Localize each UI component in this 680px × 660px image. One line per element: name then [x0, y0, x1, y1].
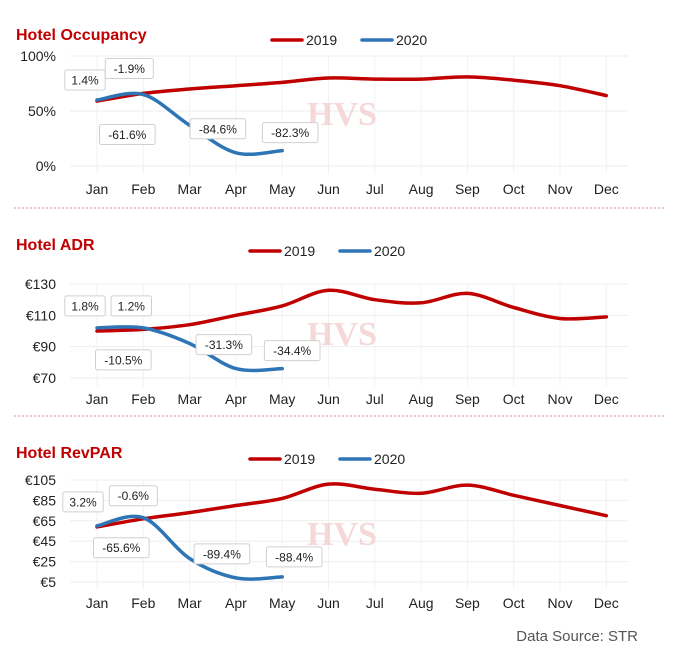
x-tick-label: Jan — [86, 391, 109, 407]
x-tick-label: May — [269, 181, 295, 197]
annotation-label: -10.5% — [104, 353, 142, 367]
x-tick-label: Jan — [86, 595, 109, 611]
y-tick-label: €85 — [33, 492, 57, 508]
series-line-2020 — [95, 325, 284, 373]
series-line-2019 — [95, 75, 609, 103]
x-tick-label: Dec — [594, 181, 619, 197]
legend-label-2019: 2019 — [284, 451, 315, 467]
series-line-2019 — [95, 288, 609, 333]
x-tick-label: Aug — [409, 595, 434, 611]
annotation-box — [193, 543, 251, 565]
data-source-note: Data Source: STR — [516, 628, 638, 645]
annotation-label: 1.4% — [71, 74, 99, 88]
y-tick-label: €110 — [26, 307, 56, 323]
y-tick-label: €90 — [33, 339, 57, 355]
annotation-label: -84.6% — [199, 122, 237, 136]
annotation-label: -82.3% — [271, 126, 309, 140]
annotation-label: -0.6% — [118, 489, 150, 503]
y-tick-label: €105 — [25, 472, 56, 488]
annotation-label: -34.4% — [273, 344, 311, 358]
annotation-label: 1.8% — [71, 299, 99, 313]
x-tick-label: Feb — [131, 595, 155, 611]
y-tick-label: €25 — [33, 554, 57, 570]
annotation-label: 1.2% — [118, 299, 146, 313]
y-tick-label: €65 — [33, 513, 57, 529]
x-tick-label: Nov — [548, 391, 573, 407]
annotation-label: -89.4% — [203, 547, 241, 561]
annotation-box — [110, 295, 152, 317]
x-tick-label: Apr — [225, 595, 247, 611]
annotation-box — [104, 58, 154, 79]
x-tick-label: Mar — [178, 181, 202, 197]
annotation-box — [99, 124, 156, 145]
x-tick-label: Aug — [409, 391, 434, 407]
y-tick-label: 0% — [36, 158, 56, 174]
annotation-box — [189, 118, 247, 140]
x-tick-label: Dec — [594, 595, 619, 611]
x-tick-label: Jan — [86, 181, 109, 197]
annotation-label: -88.4% — [275, 550, 313, 564]
x-tick-label: May — [269, 595, 295, 611]
x-tick-label: Sep — [455, 181, 480, 197]
x-tick-label: Feb — [131, 181, 155, 197]
legend-label-2019: 2019 — [306, 32, 337, 48]
x-tick-label: Jul — [366, 391, 384, 407]
x-tick-label: Sep — [455, 595, 480, 611]
y-tick-label: 100% — [20, 48, 56, 64]
x-tick-label: Apr — [225, 391, 247, 407]
watermark: HVS — [307, 96, 377, 133]
annotation-label: -61.6% — [108, 128, 146, 142]
legend-label-2020: 2020 — [374, 451, 405, 467]
x-tick-label: Jul — [366, 181, 384, 197]
x-tick-label: Sep — [455, 391, 480, 407]
x-tick-label: Jun — [317, 181, 340, 197]
x-tick-label: May — [269, 391, 295, 407]
annotation-box — [195, 334, 253, 356]
annotation-box — [265, 546, 323, 568]
x-tick-label: Nov — [548, 181, 573, 197]
chart-title: Hotel RevPAR — [16, 445, 123, 462]
annotation-box — [261, 122, 319, 144]
x-tick-label: Aug — [409, 181, 434, 197]
annotation-box — [263, 340, 321, 362]
annotation-label: -1.9% — [114, 62, 146, 76]
annotation-box — [64, 69, 106, 91]
annotation-label: 3.2% — [69, 495, 97, 509]
y-tick-label: 50% — [28, 103, 56, 119]
x-tick-label: Nov — [548, 595, 573, 611]
x-tick-label: Jun — [317, 595, 340, 611]
y-tick-label: €70 — [33, 370, 57, 386]
x-tick-label: Oct — [503, 181, 525, 197]
legend-label-2020: 2020 — [396, 32, 427, 48]
x-tick-label: Oct — [503, 595, 525, 611]
x-tick-label: Jun — [317, 391, 340, 407]
annotation-box — [64, 295, 106, 317]
series-line-2020 — [95, 514, 284, 581]
annotation-label: -31.3% — [205, 338, 243, 352]
x-tick-label: Mar — [178, 391, 202, 407]
y-tick-label: €5 — [40, 574, 56, 590]
annotation-box — [93, 537, 150, 559]
chart-title: Hotel Occupancy — [16, 27, 147, 44]
y-tick-label: €130 — [25, 276, 56, 292]
legend-label-2020: 2020 — [374, 243, 405, 259]
annotation-label: -65.6% — [102, 541, 140, 555]
series-line-2019 — [95, 482, 609, 529]
annotation-box — [108, 485, 158, 507]
x-tick-label: Apr — [225, 181, 247, 197]
legend-label-2019: 2019 — [284, 243, 315, 259]
x-tick-label: Jul — [366, 595, 384, 611]
chart-title: Hotel ADR — [16, 237, 95, 254]
y-tick-label: €45 — [33, 533, 57, 549]
annotation-box — [95, 349, 152, 371]
x-tick-label: Feb — [131, 391, 155, 407]
x-tick-label: Mar — [178, 595, 202, 611]
x-tick-label: Oct — [503, 391, 525, 407]
annotation-box — [62, 491, 104, 513]
x-tick-label: Dec — [594, 391, 619, 407]
